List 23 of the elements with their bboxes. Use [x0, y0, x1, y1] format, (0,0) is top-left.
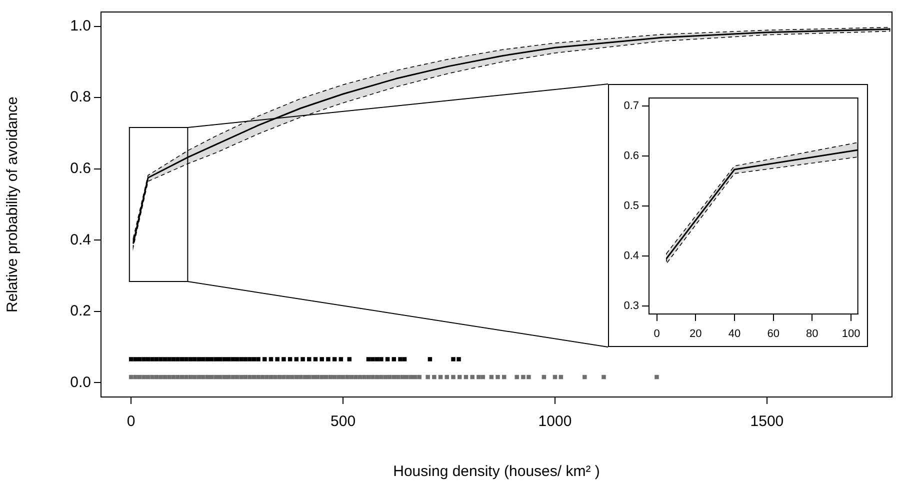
- y-tick-label: 0.6: [70, 160, 91, 177]
- y-tick-label: 0.4: [624, 250, 639, 262]
- x-tick-label: 20: [689, 328, 702, 340]
- x-tick-label: 0: [126, 413, 136, 430]
- x-tick-label: 1500: [750, 413, 784, 430]
- x-tick-label: 80: [806, 328, 818, 340]
- x-tick-label: 1000: [538, 413, 572, 430]
- x-tick-label: 0: [654, 328, 660, 340]
- y-tick-label: 0.5: [624, 200, 639, 212]
- y-tick-label: 0.3: [624, 300, 639, 312]
- x-tick-label: 100: [842, 328, 860, 340]
- y-axis-title: Relative probability of avoidance: [4, 96, 22, 312]
- x-axis-title: Housing density (houses/ km² ): [393, 463, 600, 480]
- y-tick-label: 0.8: [70, 88, 91, 106]
- y-tick-label: 0.0: [70, 374, 91, 391]
- y-tick-label: 0.7: [624, 100, 639, 112]
- y-tick-label: 1.0: [70, 17, 91, 34]
- y-tick-label: 0.6: [624, 150, 639, 162]
- x-tick-label: 60: [767, 328, 780, 340]
- x-tick-label: 40: [728, 328, 741, 340]
- x-tick-label: 500: [330, 413, 356, 430]
- y-tick-label: 0.4: [70, 231, 91, 248]
- y-tick-label: 0.2: [70, 302, 91, 320]
